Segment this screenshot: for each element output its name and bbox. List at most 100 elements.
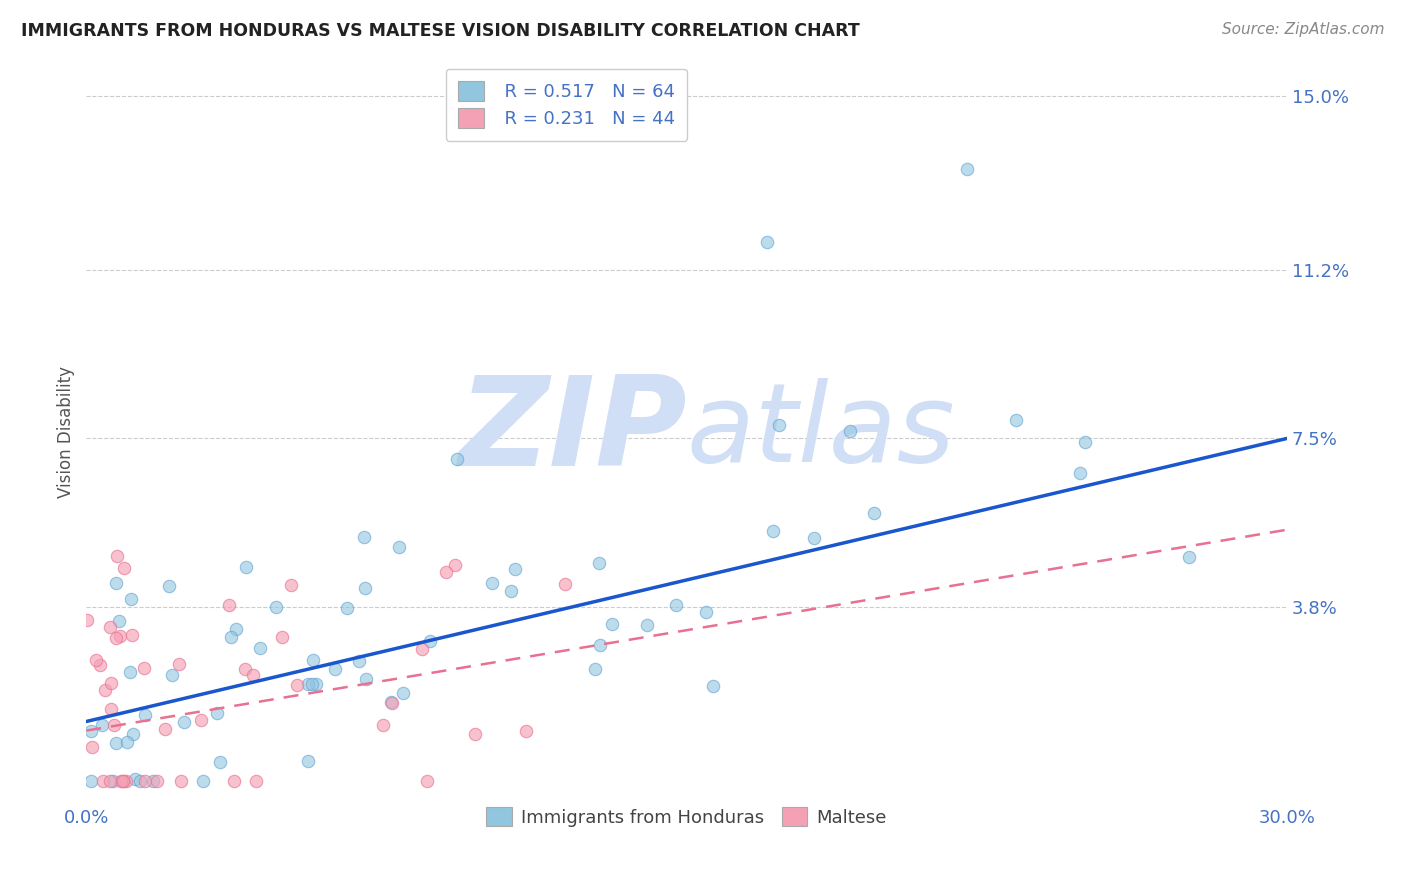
- Y-axis label: Vision Disability: Vision Disability: [58, 366, 75, 498]
- Point: [242, 668, 264, 682]
- Point: [101, 773, 124, 788]
- Point: [755, 235, 778, 250]
- Point: [98, 773, 121, 788]
- Point: [305, 677, 328, 691]
- Point: [323, 662, 346, 676]
- Point: [1069, 466, 1091, 480]
- Point: [280, 578, 302, 592]
- Point: [600, 617, 623, 632]
- Point: [170, 773, 193, 788]
- Point: [222, 773, 245, 788]
- Point: [285, 678, 308, 692]
- Point: [208, 755, 231, 769]
- Point: [100, 702, 122, 716]
- Point: [93, 773, 115, 788]
- Point: [146, 773, 169, 788]
- Point: [115, 734, 138, 748]
- Point: [134, 708, 156, 723]
- Point: [122, 727, 145, 741]
- Point: [110, 773, 132, 788]
- Point: [353, 531, 375, 545]
- Point: [1005, 413, 1028, 427]
- Text: ZIP: ZIP: [458, 371, 686, 492]
- Point: [162, 668, 184, 682]
- Point: [134, 661, 156, 675]
- Point: [76, 614, 98, 628]
- Point: [503, 561, 526, 575]
- Point: [336, 600, 359, 615]
- Point: [838, 424, 860, 438]
- Point: [100, 676, 122, 690]
- Point: [349, 655, 371, 669]
- Point: [1074, 435, 1097, 450]
- Point: [702, 679, 724, 693]
- Point: [191, 773, 214, 788]
- Legend: Immigrants from Honduras, Maltese: Immigrants from Honduras, Maltese: [478, 797, 896, 836]
- Point: [768, 417, 790, 432]
- Point: [124, 772, 146, 787]
- Point: [120, 592, 142, 607]
- Point: [121, 628, 143, 642]
- Text: IMMIGRANTS FROM HONDURAS VS MALTESE VISION DISABILITY CORRELATION CHART: IMMIGRANTS FROM HONDURAS VS MALTESE VISI…: [21, 22, 860, 40]
- Point: [695, 605, 717, 619]
- Point: [103, 717, 125, 731]
- Point: [388, 540, 411, 554]
- Point: [1178, 550, 1201, 565]
- Point: [157, 579, 180, 593]
- Point: [297, 677, 319, 691]
- Point: [636, 618, 658, 632]
- Point: [392, 685, 415, 699]
- Point: [218, 599, 240, 613]
- Point: [554, 576, 576, 591]
- Point: [107, 615, 129, 629]
- Point: [98, 620, 121, 634]
- Point: [115, 773, 138, 788]
- Point: [416, 773, 439, 788]
- Point: [583, 662, 606, 676]
- Point: [79, 773, 101, 788]
- Point: [381, 696, 404, 710]
- Point: [112, 561, 135, 575]
- Point: [380, 695, 402, 709]
- Point: [219, 630, 242, 644]
- Point: [501, 583, 523, 598]
- Point: [446, 451, 468, 466]
- Point: [862, 506, 884, 520]
- Point: [411, 642, 433, 657]
- Point: [173, 714, 195, 729]
- Point: [762, 524, 785, 538]
- Point: [112, 773, 135, 788]
- Point: [301, 676, 323, 690]
- Point: [266, 600, 288, 615]
- Point: [169, 657, 191, 671]
- Point: [354, 582, 377, 596]
- Point: [108, 628, 131, 642]
- Point: [233, 662, 256, 676]
- Point: [444, 558, 467, 572]
- Point: [84, 653, 107, 667]
- Point: [105, 575, 128, 590]
- Text: atlas: atlas: [686, 378, 955, 485]
- Point: [271, 630, 294, 644]
- Point: [436, 565, 458, 579]
- Point: [464, 727, 486, 741]
- Point: [588, 556, 610, 570]
- Point: [190, 713, 212, 727]
- Point: [249, 641, 271, 656]
- Point: [225, 622, 247, 636]
- Point: [373, 717, 395, 731]
- Point: [419, 634, 441, 648]
- Point: [142, 773, 165, 788]
- Point: [80, 723, 103, 738]
- Point: [91, 718, 114, 732]
- Point: [515, 723, 537, 738]
- Point: [128, 773, 150, 788]
- Point: [589, 638, 612, 652]
- Point: [301, 653, 323, 667]
- Point: [956, 162, 979, 177]
- Point: [297, 754, 319, 768]
- Point: [665, 598, 688, 612]
- Point: [105, 736, 128, 750]
- Point: [803, 531, 825, 545]
- Point: [80, 740, 103, 755]
